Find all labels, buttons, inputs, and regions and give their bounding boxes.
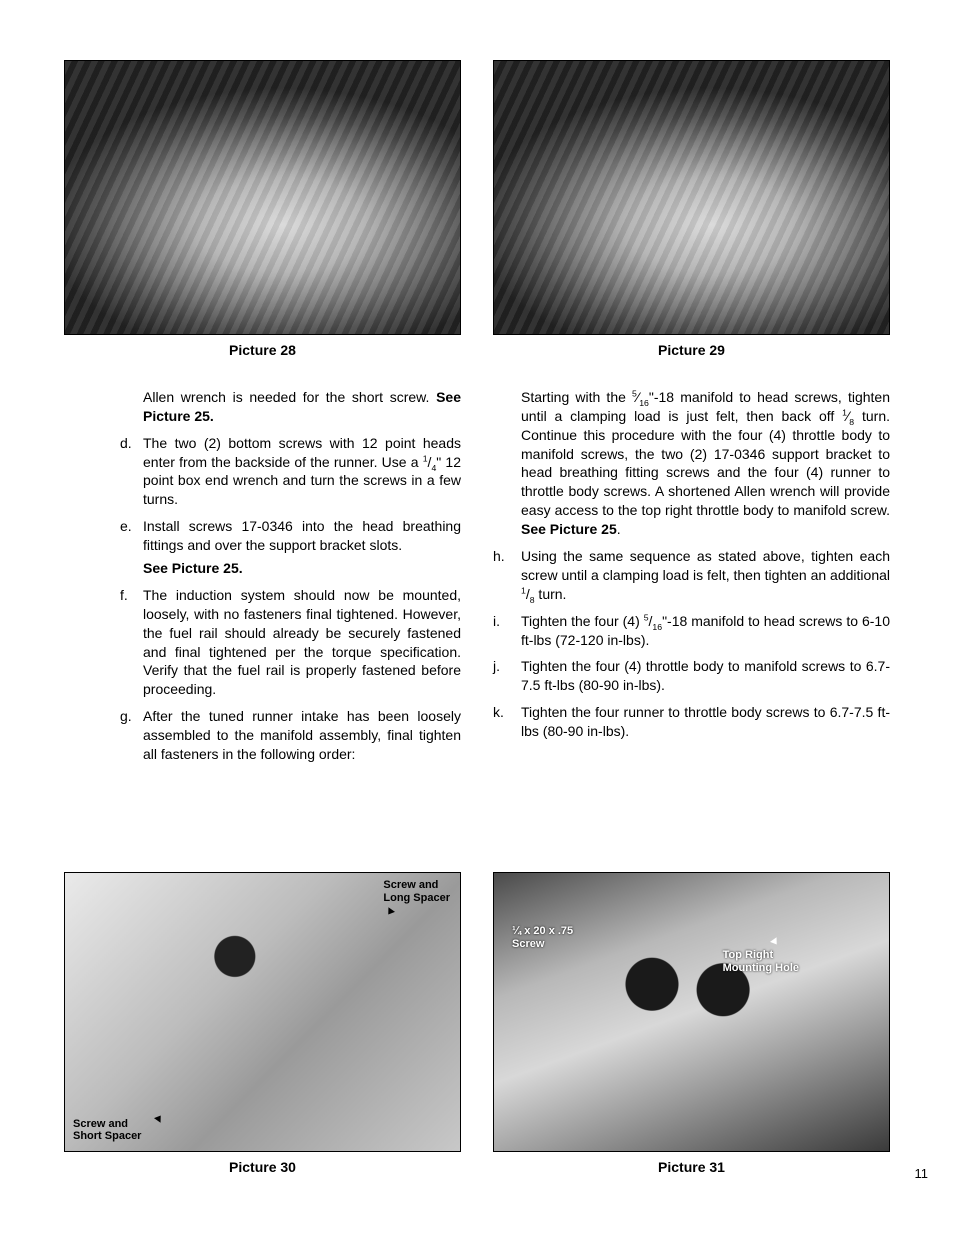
item-j-text: Tighten the four (4) throttle body to ma… xyxy=(521,658,890,693)
figure-30: Screw andLong Spacer Screw andShort Spac… xyxy=(64,872,461,1177)
callout-p30-top: Screw andLong Spacer xyxy=(383,879,450,904)
item-i-fd: 16 xyxy=(652,621,662,631)
item-d-frac-n: 1 xyxy=(423,453,428,463)
top-figure-row: Picture 28 Picture 29 xyxy=(64,60,890,360)
continuation-para: Allen wrench is needed for the short scr… xyxy=(143,388,461,426)
item-f: The induction system should now be mount… xyxy=(64,586,461,699)
item-k: Tighten the four runner to throttle body… xyxy=(493,703,890,741)
g-sub1-d: . xyxy=(617,521,621,537)
item-h-a: Using the same sequence as stated above,… xyxy=(521,548,890,583)
left-column: Allen wrench is needed for the short scr… xyxy=(64,388,461,772)
g-sub1: Starting with the 5⁄16"-18 manifold to h… xyxy=(521,388,890,539)
callout-p31-right-text: Top RightMounting Hole xyxy=(723,949,799,974)
photo-30: Screw andLong Spacer Screw andShort Spac… xyxy=(64,872,461,1152)
right-column: Starting with the 5⁄16"-18 manifold to h… xyxy=(493,388,890,772)
callout-p30-top-text: Screw andLong Spacer xyxy=(383,879,450,904)
g-sub1-a: Starting with the xyxy=(521,389,632,405)
callout-p30-bot: Screw andShort Spacer xyxy=(73,1118,141,1143)
item-i-a: Tighten the four (4) xyxy=(521,613,644,629)
photo-29 xyxy=(493,60,890,335)
item-h: Using the same sequence as stated above,… xyxy=(493,547,890,604)
photo-29-bg xyxy=(494,61,889,334)
photo-28-bg xyxy=(65,61,460,334)
page-number: 11 xyxy=(915,1165,929,1183)
g-sub1-f1d: 16 xyxy=(639,398,649,408)
photo-30-bg xyxy=(65,873,460,1151)
figure-29: Picture 29 xyxy=(493,60,890,360)
g-sub1-c: turn. Continue this procedure with the f… xyxy=(521,408,890,518)
item-d: The two (2) bottom screws with 12 point … xyxy=(64,434,461,510)
item-h-b: turn. xyxy=(535,586,567,602)
g-sub1-f1n: 5 xyxy=(632,388,637,398)
item-j: Tighten the four (4) throttle body to ma… xyxy=(493,657,890,695)
item-e: Install screws 17-0346 into the head bre… xyxy=(64,517,461,578)
item-g-text: After the tuned runner intake has been l… xyxy=(143,708,461,762)
item-k-text: Tighten the four runner to throttle body… xyxy=(521,704,890,739)
cont-text: Allen wrench is needed for the short scr… xyxy=(143,389,429,405)
item-e-see-ref: See Picture 25. xyxy=(143,559,461,578)
item-d-text-a: The two (2) bottom screws with 12 point … xyxy=(143,435,461,470)
g-sub1-f2n: 1 xyxy=(842,407,847,417)
callout-p31-left-text: ¼ x 20 x .75Screw xyxy=(512,925,573,950)
item-i-fn: 5 xyxy=(644,612,649,622)
right-list: Using the same sequence as stated above,… xyxy=(493,547,890,741)
item-f-text: The induction system should now be mount… xyxy=(143,587,461,697)
callout-p31-left: ¼ x 20 x .75Screw xyxy=(512,925,573,950)
text-columns: Allen wrench is needed for the short scr… xyxy=(64,388,890,772)
g-sub1-bold: See Picture 25 xyxy=(521,521,617,537)
item-h-fn: 1 xyxy=(521,585,526,595)
item-g: After the tuned runner intake has been l… xyxy=(64,707,461,764)
caption-28: Picture 28 xyxy=(229,341,296,360)
caption-29: Picture 29 xyxy=(658,341,725,360)
caption-30: Picture 30 xyxy=(229,1158,296,1177)
item-i: Tighten the four (4) 5/16"-18 manifold t… xyxy=(493,612,890,650)
callout-p31-right: Top RightMounting Hole xyxy=(723,949,799,974)
callout-p30-bot-text: Screw andShort Spacer xyxy=(73,1118,141,1143)
figure-31: ¼ x 20 x .75Screw Top RightMounting Hole… xyxy=(493,872,890,1177)
photo-31-bg xyxy=(494,873,889,1151)
photo-28 xyxy=(64,60,461,335)
bottom-figure-row: Screw andLong Spacer Screw andShort Spac… xyxy=(64,872,890,1177)
photo-31: ¼ x 20 x .75Screw Top RightMounting Hole xyxy=(493,872,890,1152)
figure-28: Picture 28 xyxy=(64,60,461,360)
left-list: The two (2) bottom screws with 12 point … xyxy=(64,434,461,764)
item-e-text: Install screws 17-0346 into the head bre… xyxy=(143,518,461,553)
caption-31: Picture 31 xyxy=(658,1158,725,1177)
